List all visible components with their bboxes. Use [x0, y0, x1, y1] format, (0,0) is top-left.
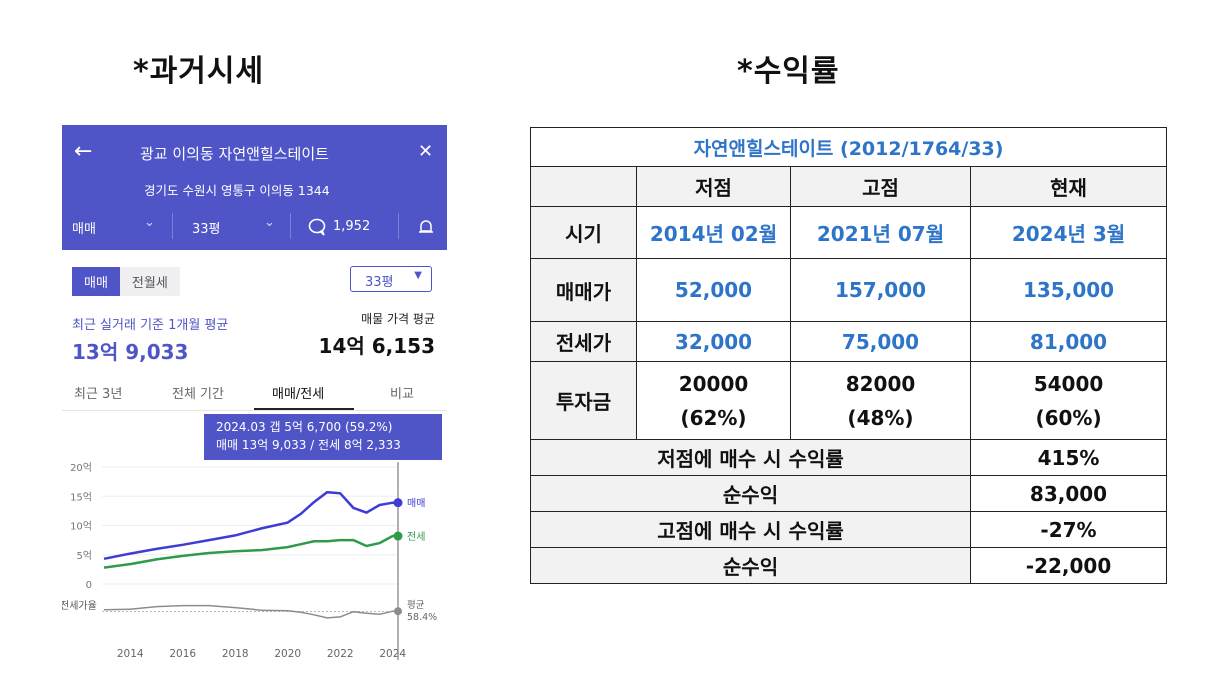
price-chart[interactable]: 20억 15억 10억 5억 0 2014 2016 2018 2020 2022 2024 매매전세… [62, 410, 447, 660]
invest-high: 82000 (48%) [790, 361, 971, 440]
row-label-period: 시기 [530, 206, 637, 259]
recent-avg-label: 최근 실거래 기준 1개월 평균 [72, 318, 229, 333]
tab-rent[interactable]: 전월세 [119, 267, 180, 296]
app-header: ← 광교 이의동 자연앤힐스테이트 ✕ 경기도 수원시 영통구 이의동 1344… [62, 125, 447, 250]
yield-table: 자연앤힐스테이트 (2012/1764/33) 저점 고점 현재 시기 2014… [529, 127, 1168, 584]
period-low: 2014년 02월 [636, 206, 791, 259]
summary-label: 저점에 매수 시 수익률 [530, 439, 971, 476]
invest-now-amount: 54000 [1033, 371, 1104, 396]
tab-recent-3y[interactable]: 최근 3년 [74, 387, 123, 402]
trade-tabs: 매매 전월세 [72, 267, 180, 296]
period-high: 2021년 07월 [790, 206, 971, 259]
listing-avg-value: 14억 6,153 [318, 334, 435, 358]
summary-label: 순수익 [530, 475, 971, 512]
sale-high: 157,000 [790, 258, 971, 322]
size-select-value: 33평 [365, 275, 394, 290]
summary-value: 83,000 [969, 475, 1168, 512]
jeonse-end-point [393, 531, 403, 541]
tab-compare[interactable]: 비교 [390, 387, 414, 402]
summary-value: -27% [969, 511, 1168, 548]
sale-low: 52,000 [636, 258, 791, 322]
tab-sale[interactable]: 매매 [72, 267, 120, 296]
tooltip-price-line: 매매 13억 9,033 / 전세 8억 2,333 [216, 438, 401, 452]
ratio-end-point [394, 607, 402, 616]
corner-cell [530, 166, 637, 207]
x-tick-label: 2024 [379, 648, 406, 660]
jeonse-end-label: 전세 [407, 531, 425, 543]
chart-tooltip: 2024.03 갭 5억 6,700 (59.2%) 매매 13억 9,033 … [204, 414, 442, 460]
y-tick-label: 20억 [70, 462, 92, 474]
ratio-label: 전세가율 [62, 600, 97, 612]
table-title: 자연앤힐스테이트 (2012/1764/33) [529, 127, 1168, 167]
col-header-now: 현재 [969, 166, 1168, 207]
period-now: 2024년 3월 [969, 206, 1168, 259]
jeonse-high: 75,000 [790, 321, 971, 362]
comment-icon[interactable] [308, 218, 328, 236]
row-label-sale: 매매가 [530, 258, 637, 322]
invest-now-pct: (60%) [1035, 405, 1102, 430]
x-tick-label: 2022 [327, 648, 354, 660]
recent-avg-value: 13억 9,033 [72, 340, 189, 364]
tooltip-gap-line: 2024.03 갭 5억 6,700 (59.2%) [216, 420, 393, 434]
jeonse-line [103, 534, 398, 569]
sale-end-point [393, 498, 403, 508]
invest-low-pct: (62%) [680, 405, 747, 430]
col-header-high: 고점 [790, 166, 971, 207]
y-tick-label: 15억 [70, 491, 92, 503]
trade-type-filter[interactable]: 매매 [72, 222, 96, 237]
chevron-down-icon[interactable]: ⌄ [264, 215, 275, 230]
back-arrow-icon[interactable]: ← [74, 139, 93, 164]
real-estate-app-screenshot: ← 광교 이의동 자연앤힐스테이트 ✕ 경기도 수원시 영통구 이의동 1344… [62, 125, 447, 660]
tab-all-period[interactable]: 전체 기간 [172, 387, 224, 402]
divider [398, 213, 399, 239]
invest-high-amount: 82000 [845, 371, 916, 396]
listing-avg-label: 매물 가격 평균 [361, 312, 435, 326]
size-filter[interactable]: 33평 [192, 222, 221, 237]
x-tick-label: 2018 [222, 648, 249, 660]
divider [172, 213, 173, 239]
x-tick-label: 2014 [117, 648, 144, 660]
invest-high-pct: (48%) [847, 405, 914, 430]
active-tab-indicator [254, 408, 354, 410]
y-tick-label: 0 [86, 580, 92, 591]
divider [290, 213, 291, 239]
x-tick-label: 2016 [169, 648, 196, 660]
summary-label: 순수익 [530, 547, 971, 584]
avg-label: 평균 [407, 600, 425, 611]
avg-value-label: 58.4% [407, 612, 437, 623]
summary-value: -22,000 [969, 547, 1168, 584]
sale-line [103, 490, 398, 561]
sale-now: 135,000 [969, 258, 1168, 322]
period-tabs: 최근 3년 전체 기간 매매/전세 비교 [62, 380, 447, 411]
caret-down-icon: ▼ [414, 270, 422, 281]
left-heading: *과거시세 [133, 54, 265, 89]
chevron-down-icon[interactable]: ⌄ [144, 215, 155, 230]
size-select[interactable]: 33평 ▼ [350, 266, 432, 292]
ratio-line [103, 604, 398, 619]
bell-icon[interactable] [417, 218, 435, 236]
summary-value: 415% [969, 439, 1168, 476]
jeonse-now: 81,000 [969, 321, 1168, 362]
invest-low-amount: 20000 [678, 371, 749, 396]
y-tick-label: 5억 [76, 550, 92, 562]
close-icon[interactable]: ✕ [418, 141, 434, 162]
x-tick-label: 2020 [274, 648, 301, 660]
complex-title: 광교 이의동 자연앤힐스테이트 [140, 145, 329, 163]
tab-sale-jeonse[interactable]: 매매/전세 [272, 387, 325, 402]
jeonse-low: 32,000 [636, 321, 791, 362]
row-label-jeonse: 전세가 [530, 321, 637, 362]
row-label-invest: 투자금 [530, 361, 637, 440]
y-tick-label: 10억 [70, 521, 92, 533]
invest-low: 20000 (62%) [636, 361, 791, 440]
sale-end-label: 매매 [407, 498, 425, 510]
col-header-low: 저점 [636, 166, 791, 207]
comment-count: 1,952 [333, 219, 371, 234]
invest-now: 54000 (60%) [969, 361, 1168, 440]
summary-label: 고점에 매수 시 수익률 [530, 511, 971, 548]
complex-address: 경기도 수원시 영통구 이의동 1344 [144, 183, 330, 198]
right-heading: *수익률 [737, 54, 840, 89]
